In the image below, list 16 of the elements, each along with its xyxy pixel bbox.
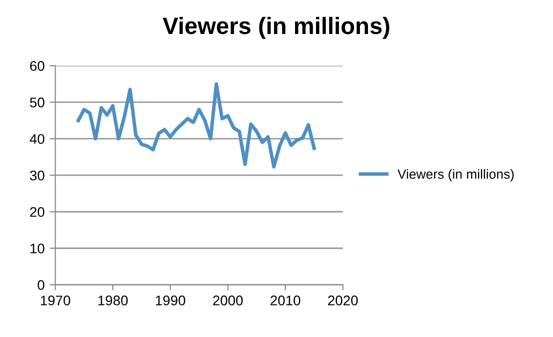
x-tick-label: 1990 — [156, 296, 186, 306]
x-tick-label: 1970 — [40, 296, 70, 306]
y-tick-label: 30 — [30, 170, 44, 180]
x-tick-label: 2020 — [328, 296, 358, 306]
y-tick-label: 60 — [30, 61, 44, 71]
y-tick-label: 10 — [30, 244, 44, 254]
y-tick-label: 50 — [30, 98, 44, 108]
x-tick-label: 2010 — [270, 296, 300, 306]
chart-title: Viewers (in millions) — [162, 16, 390, 39]
y-tick-label: 0 — [38, 280, 44, 290]
y-tick-label: 20 — [30, 207, 44, 217]
line-series — [76, 82, 316, 169]
x-tick-label: 1980 — [98, 296, 128, 306]
y-tick-label: 40 — [30, 134, 44, 144]
x-tick-label: 2000 — [213, 296, 243, 306]
legend-label: Viewers (in millions) — [397, 169, 514, 182]
